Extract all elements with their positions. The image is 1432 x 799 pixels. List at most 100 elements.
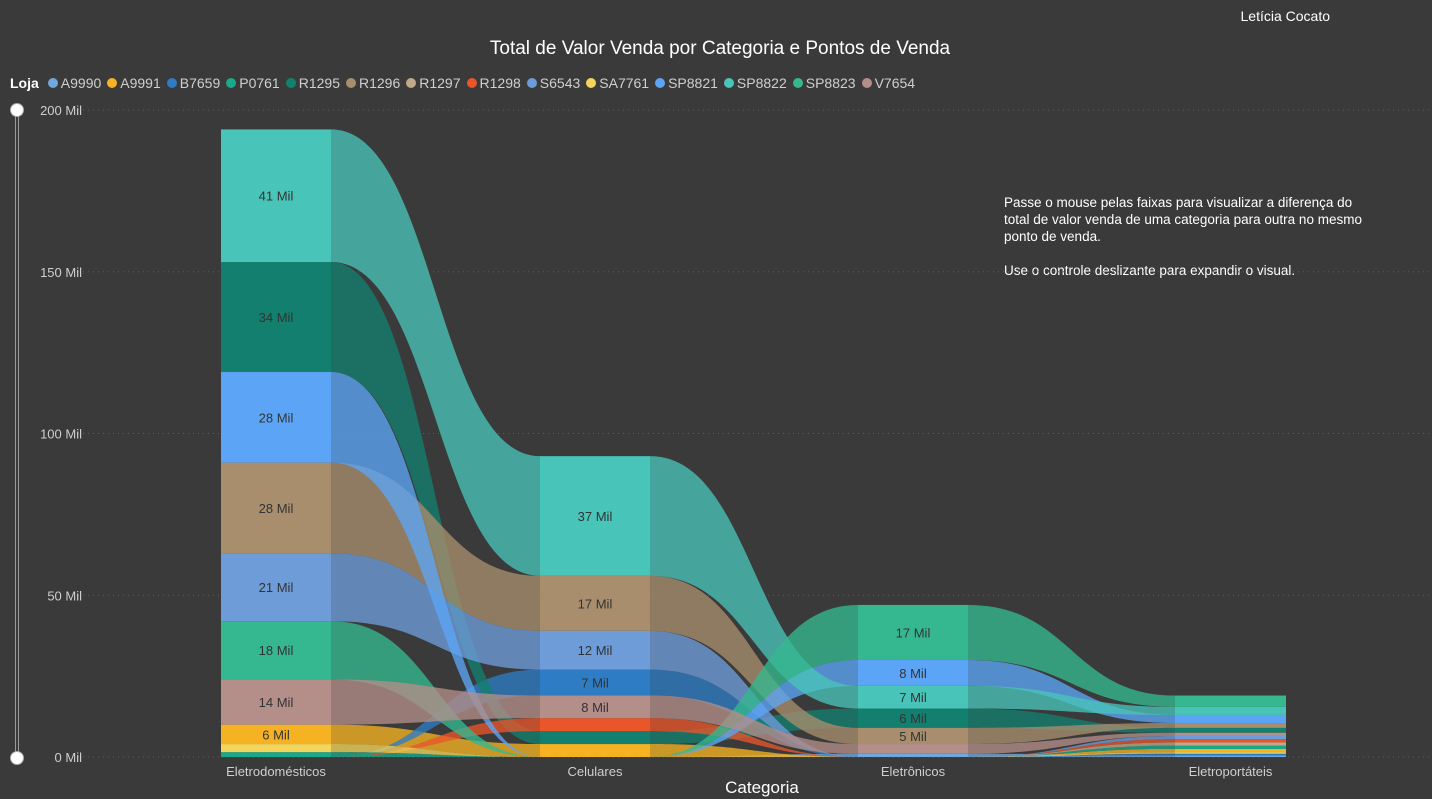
legend-item-sp8821[interactable]: SP8821 (655, 75, 718, 91)
legend-item-r1298[interactable]: R1298 (466, 75, 521, 91)
ribbon-v7654[interactable] (650, 695, 858, 754)
bar-segment-r1296[interactable] (540, 575, 650, 631)
legend-item-r1296[interactable]: R1296 (345, 75, 400, 91)
bar-segment-r1298[interactable] (540, 718, 650, 732)
zoom-slider-track[interactable] (15, 110, 19, 758)
ribbon-sp8822[interactable] (968, 685, 1175, 715)
legend-item-r1295[interactable]: R1295 (285, 75, 340, 91)
ribbon-sp8823[interactable] (968, 604, 1175, 707)
bar-segment-r1297[interactable] (1175, 742, 1286, 746)
legend-item-a9991[interactable]: A9991 (107, 75, 161, 91)
ribbon-sa7761[interactable] (968, 752, 1175, 757)
bar-segment-r1298[interactable] (1175, 739, 1286, 743)
bar-segment-a9990[interactable] (1175, 755, 1286, 757)
ribbon-sp8823[interactable] (650, 604, 858, 757)
legend-swatch (285, 78, 296, 88)
legend-label: A9990 (60, 75, 102, 91)
bar-segment-sp8823[interactable] (221, 621, 331, 680)
legend-label: SA7761 (599, 75, 650, 91)
bar-segment-p0761[interactable] (1175, 745, 1286, 749)
bar-segment-sp8822[interactable] (540, 456, 650, 576)
zoom-slider-bottom-handle[interactable] (10, 751, 24, 765)
ribbon-r1296[interactable] (331, 462, 540, 631)
bar-segment-r1295[interactable] (858, 708, 968, 728)
bar-segment-a9991[interactable] (221, 724, 331, 745)
ribbon-sp8822[interactable] (331, 129, 540, 576)
ribbon-r1296[interactable] (650, 575, 858, 745)
bar-segment-a9990[interactable] (858, 753, 968, 757)
x-tick-label: Eletroportáteis (1189, 764, 1273, 779)
ribbon-sp8822[interactable] (650, 456, 858, 709)
data-label: 41 Mil (259, 189, 294, 204)
legend-label: B7659 (179, 75, 221, 91)
ribbon-s6543[interactable] (331, 553, 540, 670)
bar-segment-sp8822[interactable] (1175, 706, 1286, 715)
bar-segment-r1295[interactable] (221, 262, 331, 373)
bar-segment-p0761[interactable] (221, 752, 331, 757)
ribbon-v7654[interactable] (331, 679, 540, 725)
bar-segment-s6543[interactable] (1175, 735, 1286, 740)
y-tick-label: 150 Mil (40, 265, 82, 280)
ribbon-sa7761[interactable] (331, 744, 540, 757)
ribbon-sp8821[interactable] (331, 372, 540, 757)
bar-segment-sp8823[interactable] (1175, 695, 1286, 707)
bar-segment-r1296[interactable] (1175, 723, 1286, 728)
bar-segment-sa7761[interactable] (221, 744, 331, 753)
zoom-slider-top-handle[interactable] (10, 103, 24, 117)
bar-segment-v7654[interactable] (858, 744, 968, 754)
bar-segment-v7654[interactable] (221, 679, 331, 725)
ribbon-s6543[interactable] (650, 630, 858, 757)
bar-segment-s6543[interactable] (540, 630, 650, 670)
legend-item-a9990[interactable]: A9990 (47, 75, 102, 91)
bars (221, 129, 1286, 757)
ribbon-r1296[interactable] (968, 723, 1175, 745)
bar-segment-sp8823[interactable] (858, 604, 968, 660)
y-tick-label: 100 Mil (40, 427, 82, 442)
bar-segment-a9991[interactable] (1175, 748, 1286, 753)
data-label: 12 Mil (578, 643, 613, 658)
bar-segment-sa7761[interactable] (1175, 752, 1286, 754)
chart-title: Total de Valor Venda por Categoria e Pon… (489, 38, 951, 59)
legend-item-sa7761[interactable]: SA7761 (586, 75, 649, 91)
legend-swatch (345, 78, 356, 88)
bar-segment-r1296[interactable] (221, 462, 331, 554)
legend-item-p0761[interactable]: P0761 (226, 75, 280, 91)
bar-segment-b7659[interactable] (540, 669, 650, 696)
bar-segment-sp8821[interactable] (858, 659, 968, 686)
bar-segment-sp8822[interactable] (221, 129, 331, 263)
bar-segment-r1296[interactable] (858, 727, 968, 745)
data-labels: 6 Mil 14 Mil 18 Mil 21 Mil 28 Mil 28 Mil 34 Mi… (259, 189, 931, 744)
legend-swatch (47, 78, 58, 88)
legend-label: SP8823 (805, 75, 856, 91)
bar-segment-sp8822[interactable] (858, 685, 968, 709)
ribbon-v7654[interactable] (968, 732, 1175, 754)
legend-label: R1297 (419, 75, 461, 91)
ribbon-s6543[interactable] (968, 735, 1175, 757)
bar-segment-r1295[interactable] (540, 731, 650, 745)
bar-segment-r1295[interactable] (1175, 727, 1286, 733)
data-label: 5 Mil (899, 729, 927, 744)
data-label: 7 Mil (899, 690, 927, 705)
legend-label: SP8822 (736, 75, 787, 91)
ribbon-sp8821[interactable] (968, 659, 1175, 724)
bar-segment-v7654[interactable] (1175, 732, 1286, 736)
ribbon-r1298[interactable] (650, 718, 858, 757)
bar-segment-s6543[interactable] (221, 553, 331, 622)
bar-segment-sp8821[interactable] (1175, 714, 1286, 724)
legend-item-sp8823[interactable]: SP8823 (792, 75, 856, 91)
ribbon-r1298[interactable] (331, 718, 540, 757)
legend-label: A9991 (120, 75, 161, 91)
legend-swatch (226, 78, 237, 88)
bar-segment-v7654[interactable] (540, 695, 650, 719)
ribbon-r1295[interactable] (331, 262, 540, 745)
legend-item-r1297[interactable]: R1297 (406, 75, 461, 91)
legend-item-v7654[interactable]: V7654 (861, 75, 915, 91)
legend-item-sp8822[interactable]: SP8822 (723, 75, 787, 91)
data-label: 37 Mil (578, 509, 613, 524)
bar-segment-sp8821[interactable] (221, 372, 331, 463)
legend-item-b7659[interactable]: B7659 (166, 75, 221, 91)
legend-item-s6543[interactable]: S6543 (526, 75, 580, 91)
bar-segment-a9991[interactable] (540, 744, 650, 757)
instruction-text: Passe o mouse pelas faixas para visualiz… (1004, 194, 1364, 296)
bar-segment-b7659[interactable] (1175, 753, 1286, 756)
